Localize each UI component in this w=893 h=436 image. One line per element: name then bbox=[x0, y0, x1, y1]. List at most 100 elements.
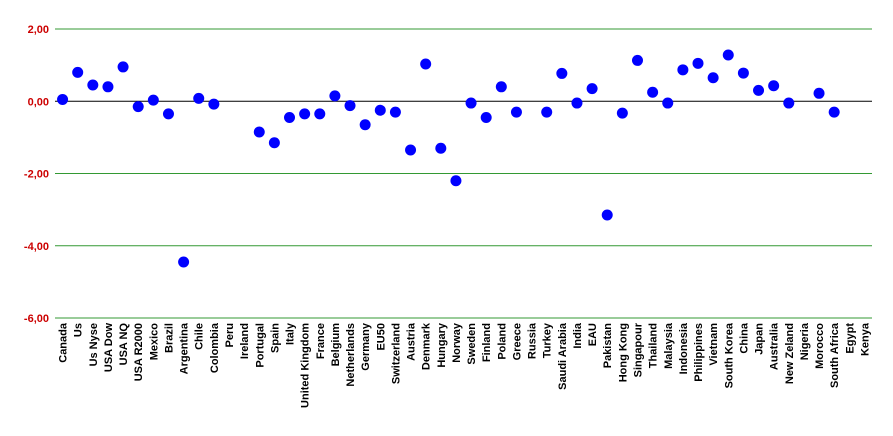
x-tick-label: Sweden bbox=[466, 323, 478, 365]
data-point bbox=[284, 112, 296, 124]
data-point bbox=[783, 97, 795, 109]
data-point bbox=[268, 137, 280, 149]
data-point bbox=[586, 83, 598, 95]
data-point bbox=[465, 97, 477, 109]
y-axis-tick-labels: 2,00 0,00 -2,00 -4,00 -6,00 bbox=[24, 24, 49, 325]
x-tick-label: India bbox=[572, 322, 584, 349]
x-tick-label: United Kingdom bbox=[300, 323, 312, 408]
data-point bbox=[253, 126, 265, 138]
x-tick-label: Singapour bbox=[632, 322, 644, 377]
y-tick-label: 0,00 bbox=[28, 96, 49, 108]
data-point bbox=[178, 256, 190, 268]
x-tick-label: Chile bbox=[194, 323, 206, 350]
x-tick-label: USA NQ bbox=[118, 323, 130, 366]
x-tick-label: Peru bbox=[224, 323, 236, 347]
x-tick-label: Colombia bbox=[209, 322, 221, 373]
data-point bbox=[435, 142, 447, 154]
x-tick-label: Greece bbox=[511, 323, 523, 360]
data-point bbox=[117, 61, 129, 73]
y-tick-label: -6,00 bbox=[24, 313, 49, 325]
grid-lines bbox=[55, 28, 872, 319]
x-tick-label: Argentina bbox=[179, 322, 191, 374]
data-point bbox=[329, 90, 341, 102]
data-point bbox=[495, 81, 507, 93]
data-point bbox=[420, 58, 432, 70]
data-point bbox=[737, 67, 749, 79]
data-point bbox=[768, 80, 780, 92]
data-point bbox=[389, 106, 401, 118]
data-point bbox=[299, 108, 311, 120]
x-tick-label: EAU bbox=[587, 323, 599, 346]
data-point bbox=[193, 92, 205, 104]
x-tick-label: Turkey bbox=[542, 322, 554, 358]
data-point bbox=[707, 72, 719, 84]
x-tick-label: USA Dow bbox=[103, 323, 115, 373]
data-point bbox=[631, 54, 643, 66]
data-points bbox=[57, 49, 840, 268]
data-point bbox=[677, 64, 689, 76]
data-point bbox=[450, 175, 462, 187]
x-tick-label: Philippines bbox=[693, 323, 705, 382]
data-point bbox=[813, 87, 825, 99]
data-point bbox=[374, 104, 386, 116]
x-tick-label: Mexico bbox=[148, 323, 160, 361]
x-tick-label: Russia bbox=[527, 322, 539, 359]
x-tick-label: Denmark bbox=[421, 322, 433, 370]
data-point bbox=[405, 144, 417, 156]
x-tick-label: Belgium bbox=[330, 323, 342, 367]
data-point bbox=[359, 119, 371, 131]
x-tick-label: Indonesia bbox=[678, 322, 690, 374]
x-tick-label: Netherlands bbox=[345, 323, 357, 387]
x-tick-label: Vietnam bbox=[708, 323, 720, 366]
data-point bbox=[601, 209, 613, 221]
x-tick-label: Italy bbox=[285, 322, 297, 345]
x-tick-label: Hungary bbox=[436, 322, 448, 368]
x-tick-label: Austria bbox=[406, 322, 418, 361]
x-tick-label: China bbox=[738, 322, 750, 353]
x-tick-label: Malaysia bbox=[663, 322, 675, 369]
data-point bbox=[102, 81, 114, 93]
x-tick-label: France bbox=[315, 323, 327, 359]
x-axis-tick-labels: Canada Us Us Nyse USA Dow USA NQ USA R2000 Mex… bbox=[58, 322, 872, 408]
x-tick-label: Spain bbox=[269, 323, 281, 353]
data-point bbox=[753, 84, 765, 96]
x-tick-label: South Korea bbox=[723, 322, 735, 388]
data-point bbox=[556, 67, 568, 79]
x-tick-label: Portugal bbox=[254, 323, 266, 368]
x-tick-label: Ireland bbox=[239, 323, 251, 359]
data-point bbox=[162, 108, 174, 120]
x-tick-label: South Africa bbox=[829, 322, 841, 388]
x-tick-label: Thailand bbox=[648, 323, 660, 368]
x-tick-label: Poland bbox=[496, 323, 508, 360]
data-point bbox=[662, 97, 674, 109]
data-point bbox=[87, 79, 99, 91]
data-point bbox=[616, 107, 628, 119]
x-tick-label: EU50 bbox=[375, 323, 387, 351]
data-point bbox=[692, 57, 704, 69]
x-tick-label: Morocco bbox=[814, 323, 826, 369]
x-tick-label: Finland bbox=[481, 323, 493, 362]
y-tick-label: 2,00 bbox=[28, 24, 49, 36]
x-tick-label: New Zeland bbox=[784, 323, 796, 384]
data-point bbox=[208, 98, 220, 110]
x-tick-label: Us Nyse bbox=[88, 323, 100, 366]
data-point bbox=[72, 66, 84, 78]
data-point bbox=[510, 106, 522, 118]
x-tick-label: Pakistan bbox=[602, 323, 614, 369]
data-point bbox=[57, 93, 69, 105]
x-tick-label: Canada bbox=[58, 322, 70, 363]
x-tick-label: Brazil bbox=[163, 323, 175, 353]
data-point bbox=[344, 100, 356, 112]
x-tick-label: Us bbox=[73, 323, 85, 337]
x-tick-label: Nigeria bbox=[799, 322, 811, 360]
y-tick-label: -4,00 bbox=[24, 241, 49, 253]
y-tick-label: -2,00 bbox=[24, 169, 49, 181]
data-point bbox=[828, 106, 840, 118]
x-tick-label: Norway bbox=[451, 322, 463, 363]
x-tick-label: Australia bbox=[769, 322, 781, 370]
data-point bbox=[647, 86, 659, 98]
x-tick-label: USA R2000 bbox=[133, 323, 145, 381]
data-point bbox=[571, 97, 583, 109]
x-tick-label: Kenya bbox=[859, 322, 871, 356]
